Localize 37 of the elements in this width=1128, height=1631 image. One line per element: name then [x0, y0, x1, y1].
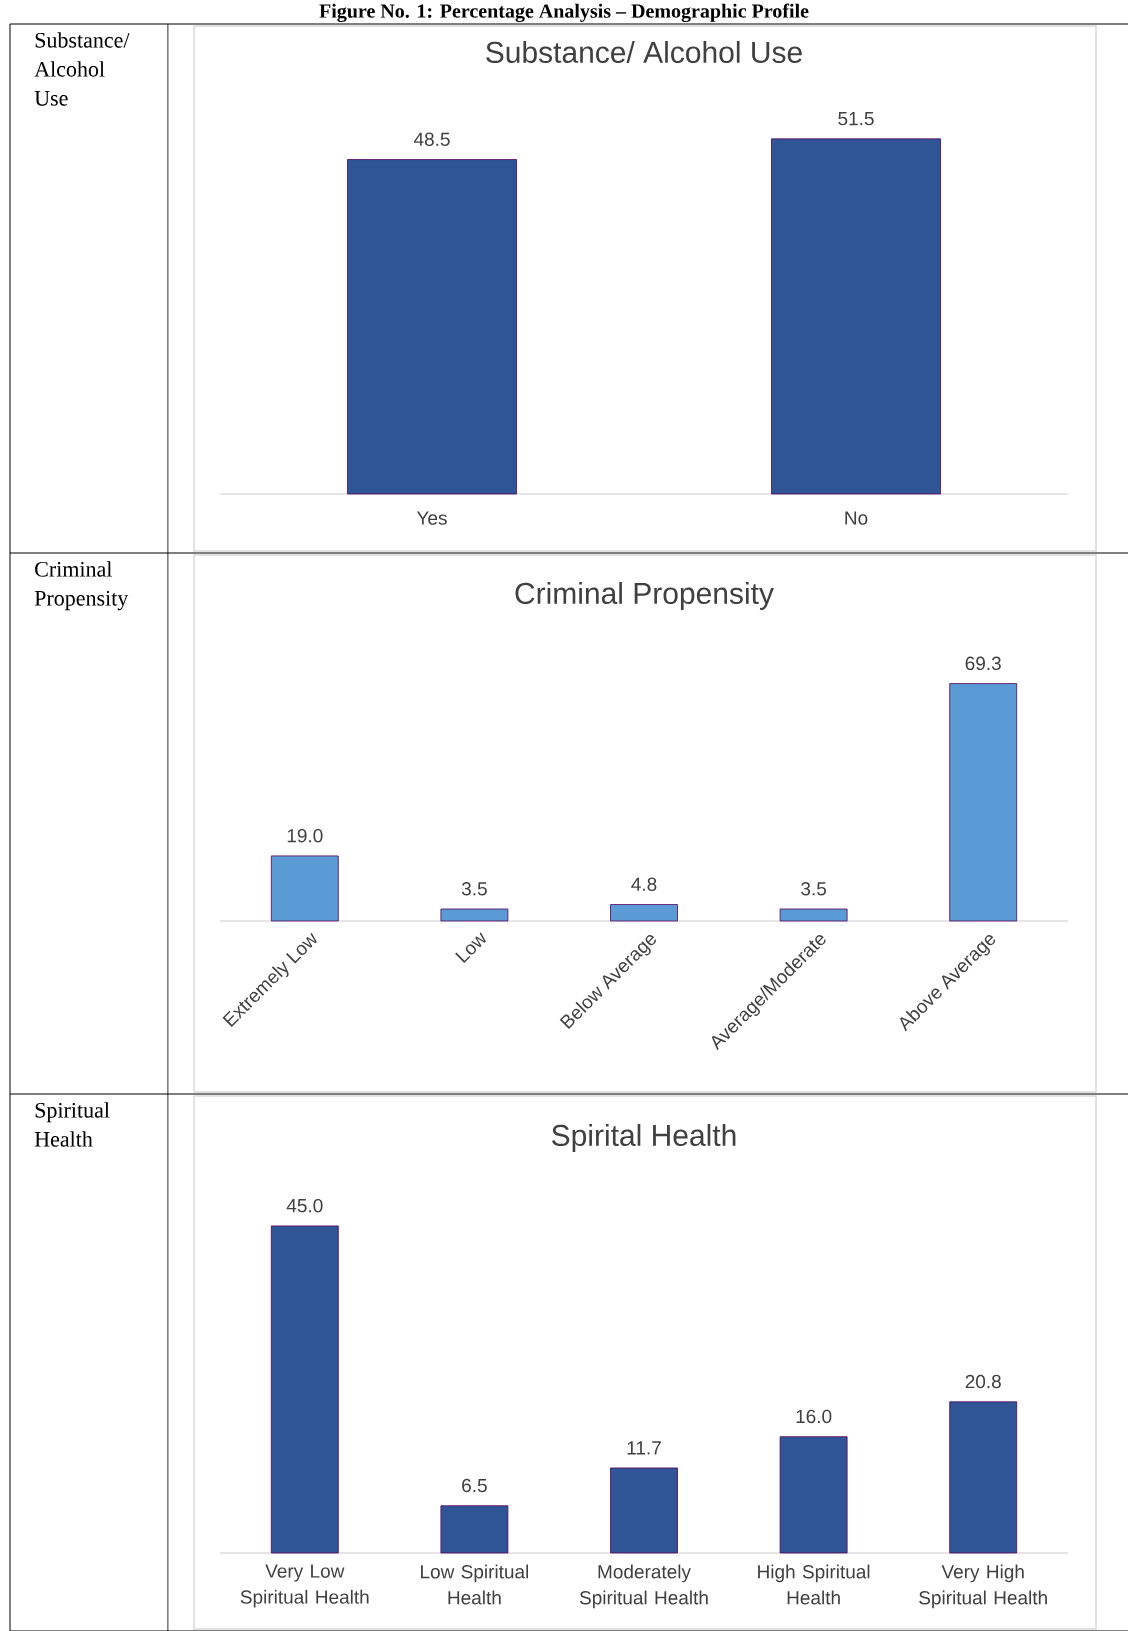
x-tick-label: Yes	[416, 511, 447, 525]
data-label: 3.5	[801, 882, 827, 896]
bar	[610, 1467, 678, 1554]
bar	[949, 1401, 1018, 1554]
data-label: 19.0	[287, 828, 323, 843]
data-label: 20.8	[965, 1374, 1001, 1389]
x-tick-label: High Spiritual Health	[758, 1564, 870, 1605]
data-label: 69.3	[965, 656, 1001, 671]
x-tick-label: Moderately Spiritual Health	[579, 1564, 708, 1609]
x-tick-label: Very High Spiritual Health	[919, 1564, 1047, 1609]
bar	[440, 1505, 509, 1554]
x-tick-label: Low	[455, 932, 486, 964]
data-label: 45.0	[286, 1198, 323, 1213]
data-label: 11.7	[627, 1441, 661, 1455]
chart-title: Criminal Propensity	[515, 582, 774, 610]
bar	[270, 855, 339, 922]
bar	[949, 683, 1018, 922]
bar	[779, 908, 848, 922]
x-tick-label: Very Low Spiritual Health	[240, 1564, 369, 1608]
chart-title: Spirital Health	[551, 1124, 736, 1152]
text: Spiritual Health	[34, 1102, 110, 1147]
data-label: 16.0	[796, 1409, 832, 1424]
bar	[610, 904, 678, 922]
bar	[270, 1225, 339, 1554]
text: Figure No. 1: Percentage Analysis – Demographic Profile	[319, 3, 809, 23]
chart-title: Substance/ Alcohol Use	[486, 40, 802, 64]
x-tick-label: Low Spiritual Health	[421, 1564, 529, 1605]
text: Criminal Propensity	[34, 561, 129, 611]
data-label: 3.5	[461, 882, 487, 896]
bar	[440, 908, 509, 922]
data-label: 4.8	[631, 877, 657, 892]
data-label: 48.5	[413, 132, 450, 146]
bar	[779, 1436, 848, 1554]
text: Substance/ Alcohol Use	[34, 32, 130, 106]
x-tick-label: No	[845, 511, 868, 525]
data-label: 6.5	[462, 1478, 487, 1493]
data-label: 51.5	[838, 112, 874, 126]
